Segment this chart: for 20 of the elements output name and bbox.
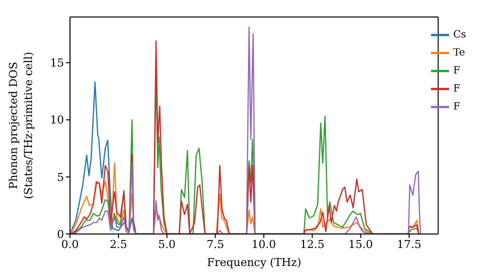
x-tick-label: 7.5 <box>206 238 224 251</box>
x-axis-title: Frequency (THz) <box>206 256 302 269</box>
y-axis-title: Phonon projected DOS (States/THz·primitive cell) <box>7 52 35 200</box>
x-tick-label: 5.0 <box>158 238 176 251</box>
x-tick-label: 0.0 <box>61 238 79 251</box>
y-tick-label: 10 <box>50 114 64 127</box>
y-tick-label: 15 <box>50 56 64 70</box>
line-series <box>70 82 136 234</box>
y-tick-label: 0 <box>57 228 64 241</box>
x-tick-label: 15.0 <box>348 238 373 251</box>
legend-label: F <box>453 84 460 95</box>
y-tick-label: 5 <box>57 170 64 184</box>
x-tick-label: 17.5 <box>396 238 422 251</box>
legend-label: F <box>453 102 460 113</box>
x-tick-label: 12.5 <box>300 238 324 251</box>
x-tick-label: 2.5 <box>110 238 128 251</box>
legend-label: Cs <box>453 30 466 41</box>
x-tick-label: 10.0 <box>252 238 276 251</box>
legend-label: F <box>453 66 460 77</box>
legend-label: Te <box>453 48 466 59</box>
